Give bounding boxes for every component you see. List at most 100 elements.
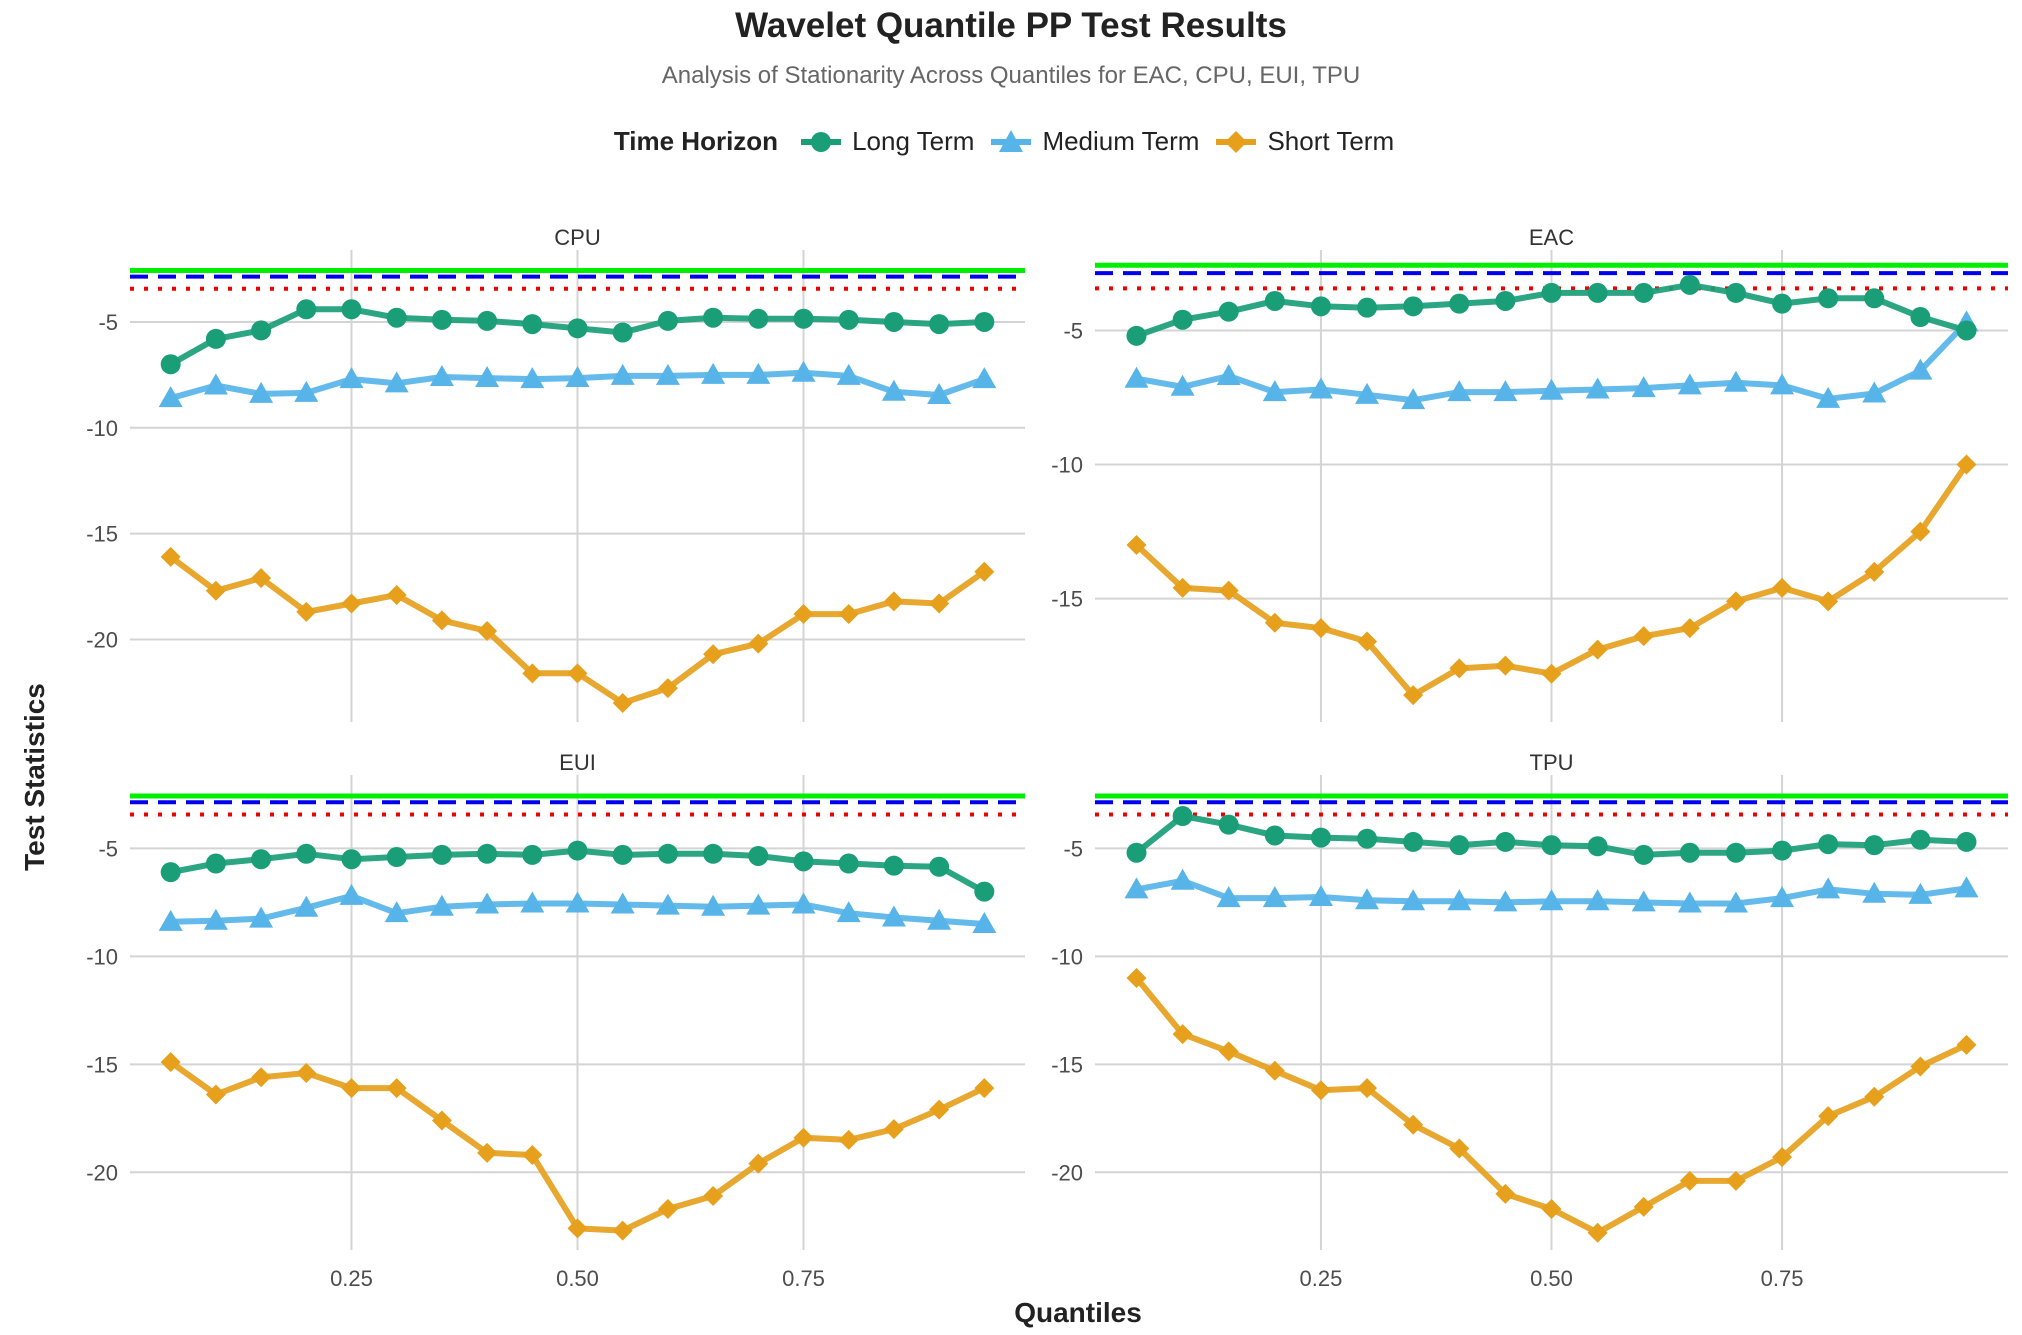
- data-point-circle: [1357, 297, 1378, 318]
- data-point-triangle: [655, 893, 680, 915]
- data-point-diamond: [1541, 663, 1562, 684]
- data-point-triangle: [294, 380, 319, 402]
- data-point-triangle: [1677, 891, 1702, 913]
- data-point-triangle: [927, 908, 952, 930]
- data-point-triangle: [158, 909, 183, 931]
- data-point-circle: [1357, 828, 1378, 849]
- data-point-circle: [703, 307, 724, 328]
- data-point-diamond: [1126, 967, 1147, 988]
- data-point-triangle: [1308, 884, 1333, 906]
- y-tick-label: -5: [98, 836, 118, 861]
- data-point-triangle: [339, 883, 364, 905]
- data-point-triangle: [1493, 380, 1518, 402]
- data-point-circle: [1218, 301, 1239, 322]
- data-point-circle: [1126, 325, 1147, 346]
- data-point-circle: [748, 845, 769, 866]
- data-point-diamond: [793, 604, 814, 625]
- x-tick-label: 0.75: [782, 1266, 825, 1291]
- data-point-triangle: [1816, 386, 1841, 408]
- chart-subtitle: Analysis of Stationarity Across Quantile…: [661, 62, 1361, 89]
- data-point-diamond: [1495, 655, 1516, 676]
- data-point-triangle: [520, 367, 545, 389]
- data-point-diamond: [612, 692, 633, 713]
- data-point-diamond: [838, 1129, 859, 1150]
- data-point-diamond: [612, 1220, 633, 1241]
- data-point-diamond: [296, 1062, 317, 1083]
- data-point-circle: [1772, 840, 1793, 861]
- x-tick-label: 0.50: [1530, 1266, 1573, 1291]
- data-point-diamond: [251, 1067, 272, 1088]
- data-point-triangle: [1170, 374, 1195, 396]
- data-point-circle: [1772, 293, 1793, 314]
- panel-cpu: CPU -5 -10 -15 -20: [86, 225, 1025, 722]
- data-point-triangle: [655, 363, 680, 385]
- data-point-circle: [386, 307, 407, 328]
- panel-tpu: TPU -5 -10 -15 -20 0.25 0.50 0.75: [1051, 750, 2008, 1291]
- data-point-diamond: [1310, 618, 1331, 639]
- data-point-diamond: [1403, 685, 1424, 706]
- data-point-circle: [431, 844, 452, 865]
- data-point-triangle: [429, 364, 454, 386]
- data-point-triangle: [475, 892, 500, 914]
- data-point-triangle: [1908, 882, 1933, 904]
- data-point-diamond: [1357, 631, 1378, 652]
- data-point-triangle: [249, 906, 274, 928]
- y-tick-label: -20: [86, 627, 118, 652]
- data-point-circle: [612, 322, 633, 343]
- data-point-circle: [1541, 835, 1562, 856]
- data-point-circle: [1587, 282, 1608, 303]
- data-point-triangle: [520, 891, 545, 913]
- data-point-triangle: [701, 894, 726, 916]
- data-point-circle: [1310, 827, 1331, 848]
- data-point-diamond: [1956, 1034, 1977, 1055]
- data-point-diamond: [1264, 612, 1285, 633]
- data-point-circle: [1633, 282, 1654, 303]
- data-point-diamond: [748, 1153, 769, 1174]
- data-point-circle: [1587, 836, 1608, 857]
- panel-strip-label: EAC: [1529, 225, 1574, 250]
- data-point-diamond: [1357, 1078, 1378, 1099]
- data-point-triangle: [1631, 890, 1656, 912]
- data-point-diamond: [1910, 1056, 1931, 1077]
- data-point-diamond: [657, 1198, 678, 1219]
- data-point-triangle: [1355, 382, 1380, 404]
- data-point-circle: [386, 847, 407, 868]
- data-point-triangle: [203, 373, 228, 395]
- data-point-circle: [1818, 834, 1839, 855]
- data-point-diamond: [1772, 1147, 1793, 1168]
- triangle-icon: [991, 129, 1032, 152]
- data-point-triangle: [746, 893, 771, 915]
- panel-strip-label: EUI: [559, 750, 596, 775]
- data-point-diamond: [1818, 591, 1839, 612]
- circle-icon: [801, 131, 842, 152]
- data-point-diamond: [251, 568, 272, 589]
- data-point-triangle: [1170, 868, 1195, 890]
- data-point-circle: [296, 299, 317, 320]
- y-tick-label: -10: [86, 416, 118, 441]
- data-point-diamond: [974, 1078, 995, 1099]
- data-point-triangle: [1770, 373, 1795, 395]
- data-point-triangle: [1401, 889, 1426, 911]
- x-tick-label: 0.25: [1300, 1266, 1343, 1291]
- data-point-diamond: [1264, 1060, 1285, 1081]
- data-point-diamond: [1541, 1198, 1562, 1219]
- data-point-diamond: [1449, 658, 1470, 679]
- data-point-triangle: [972, 911, 997, 933]
- data-point-diamond: [522, 663, 543, 684]
- data-point-diamond: [1172, 577, 1193, 598]
- x-tick-label: 0.50: [556, 1266, 599, 1291]
- data-point-triangle: [701, 362, 726, 384]
- data-point-diamond: [205, 1084, 226, 1105]
- data-point-circle: [1679, 274, 1700, 295]
- data-point-circle: [1633, 844, 1654, 865]
- data-point-diamond: [1587, 639, 1608, 660]
- legend-item-medium-term: Medium Term: [988, 126, 1199, 157]
- data-point-triangle: [1308, 377, 1333, 399]
- data-point-circle: [1541, 282, 1562, 303]
- panel-strip-label: CPU: [554, 225, 600, 250]
- data-point-circle: [522, 314, 543, 335]
- data-point-triangle: [203, 908, 228, 930]
- data-point-triangle: [1262, 886, 1287, 908]
- data-point-circle: [567, 318, 588, 339]
- legend: Time Horizon Long Term Medium Term Short…: [0, 126, 2022, 157]
